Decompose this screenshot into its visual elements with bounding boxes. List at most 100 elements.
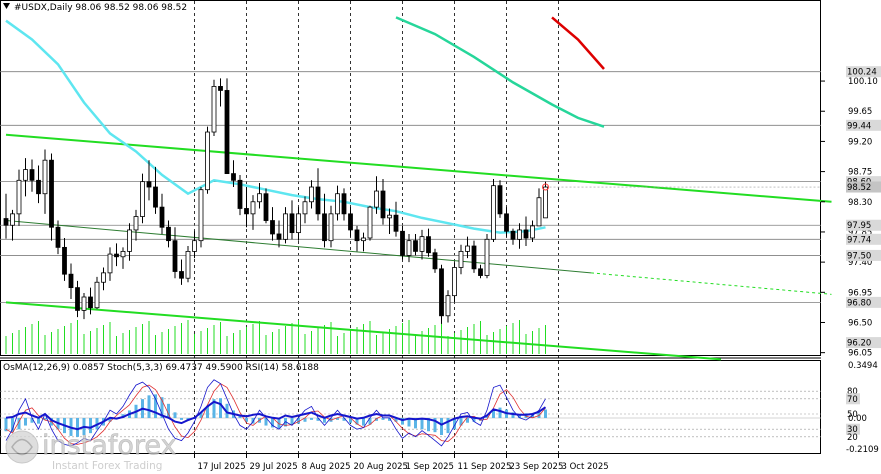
candle-body [458,250,464,268]
x-tick-label: 29 Jul 2025 [250,462,298,472]
candle-body [315,186,321,215]
candle-body [166,226,171,242]
watermark-subtext: Instant Forex Trading [52,460,162,472]
candle [328,205,334,248]
candle-body [276,233,282,240]
x-tick-label: 17 Jul 2025 [198,462,246,472]
indicator-level-label: 70 [847,395,858,405]
candle [140,173,145,224]
osma-bar [43,418,47,420]
candle [94,276,100,310]
chart-header: #USDX,Daily 98.06 98.52 98.06 98.52 OsMA… [3,3,319,373]
candle-body [218,86,223,91]
candle-body [478,268,483,276]
candle [68,263,74,300]
logo-circle-icon [5,430,39,464]
candle [81,292,87,320]
osma-bar [24,418,27,426]
candle [153,166,158,214]
indicator-level-box [846,393,860,405]
osma-bar [30,418,34,423]
candle [478,264,483,279]
candle [16,169,22,226]
candle-body [257,193,262,203]
x-tick-label: 20 Aug 2025 [354,462,408,472]
candle [42,149,48,214]
osma-bar [290,418,294,425]
candle-body [263,193,269,221]
candle [543,181,548,219]
y-tick-label: 96.95 [848,288,872,298]
osma-bar [362,418,365,426]
candle-body [211,86,217,133]
channel-line-middle [5,220,592,274]
candle [283,207,288,244]
osma-bar [310,418,313,420]
instaforex-logo: instaforex Instant Forex Trading [5,430,177,472]
candle-body [244,208,249,215]
osma-bar [485,416,489,418]
osma-bar [342,418,346,421]
osma-bar [206,405,209,418]
candle-body [88,296,93,309]
candle-body [62,246,67,275]
x-tick-label: 8 Aug 2025 [302,462,351,472]
osma-bar [303,418,307,422]
osma-scale-label: 0.3494 [848,361,878,371]
candle [510,228,516,245]
candle-body [530,225,535,239]
osma-bar [323,418,326,423]
price-label-box [846,219,881,231]
y-tick-label: 98.75 [848,168,872,178]
osma-bar [518,414,521,418]
candle-body [465,245,470,252]
time-axis: 17 Jul 2025 29 Jul 2025 8 Aug 2025 20 Aug 2… [194,454,609,472]
candle [302,196,308,224]
osma-bar [147,395,151,418]
candle [380,178,386,225]
tick-volume-bars [5,320,546,354]
channel-lines [5,133,832,361]
osma-bar [427,418,430,432]
candle [439,264,444,324]
candle [504,207,509,237]
osma-bar [238,416,242,418]
candle [88,287,93,315]
candle [445,290,451,323]
candle-body [55,226,61,248]
osma-bar [173,412,177,418]
candle-body [10,213,15,226]
candle-body [302,201,308,215]
candle [289,200,295,240]
osma-bar [89,418,92,434]
osma-bar [4,418,8,432]
candle [536,188,542,227]
osma-bar [17,418,21,430]
candle [276,220,282,248]
candle [166,220,171,248]
candle-body [335,193,340,215]
candle [471,240,477,273]
osma-bar [498,407,502,418]
candle [192,231,197,259]
osma-bar [199,412,203,418]
osma-bar [466,418,469,423]
osma-bar [446,418,450,434]
candle [185,246,191,283]
osma-bar [349,418,352,423]
candle-body [172,240,178,272]
candle [452,262,457,303]
candle-body [231,173,236,181]
osma-bar [433,418,437,433]
candle [367,205,373,241]
price-label: 96.80 [847,298,871,308]
candles[interactable] [3,78,548,324]
osma-bar [394,418,398,422]
candle-body [341,193,347,215]
moving-averages [5,16,605,234]
osma-bar [180,418,183,420]
candle-body [250,201,256,215]
y-tick-label: 98.30 [848,198,872,208]
candle [387,208,392,234]
